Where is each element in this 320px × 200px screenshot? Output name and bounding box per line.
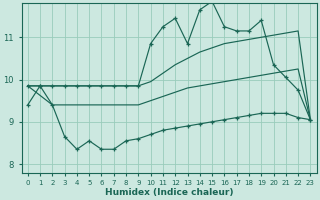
X-axis label: Humidex (Indice chaleur): Humidex (Indice chaleur) — [105, 188, 233, 197]
